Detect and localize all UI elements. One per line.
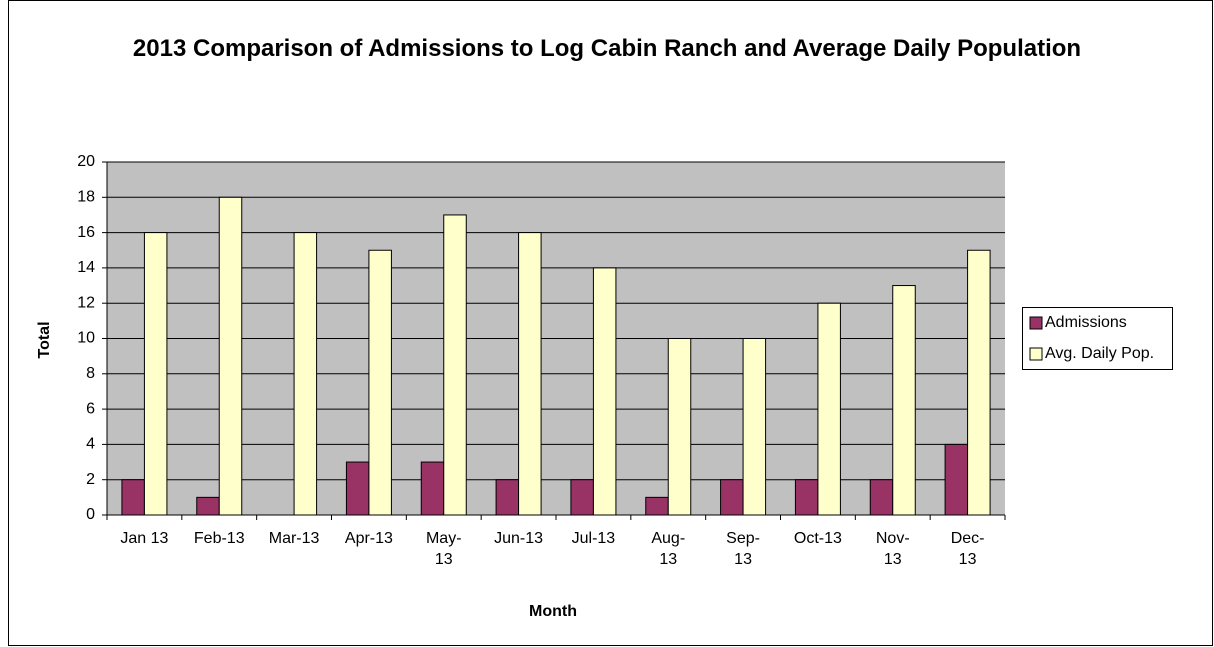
bar: [667, 338, 692, 516]
x-tick-label: Nov-13: [876, 530, 910, 568]
x-tick-label: Dec-13: [951, 530, 985, 568]
y-tick-label: 20: [77, 153, 95, 170]
x-tick-label: Jan 13: [120, 530, 168, 547]
bar: [293, 232, 318, 516]
bar: [345, 461, 370, 516]
x-tick-label: Apr-13: [345, 530, 393, 547]
bar: [720, 479, 744, 516]
bar: [817, 302, 841, 516]
bar: [196, 496, 220, 516]
y-axis-title: Total: [36, 321, 53, 358]
bar: [570, 479, 594, 516]
bar: [892, 285, 916, 516]
x-tick-label: Sep-13: [726, 530, 760, 568]
legend-swatch: [1029, 316, 1043, 330]
legend-label: Admissions: [1045, 314, 1127, 331]
bar: [794, 479, 819, 516]
bar: [443, 214, 467, 516]
y-tick-label: 14: [77, 259, 95, 276]
bar: [967, 249, 991, 516]
bar: [645, 496, 669, 516]
y-tick-label: 0: [86, 506, 95, 523]
y-tick-label: 2: [86, 471, 95, 488]
bar: [869, 479, 894, 516]
y-tick-label: 18: [77, 189, 95, 206]
x-tick-label: Oct-13: [794, 530, 842, 547]
bar: [121, 479, 145, 516]
legend-swatch: [1029, 347, 1043, 361]
bar: [518, 232, 542, 516]
bar: [143, 232, 168, 516]
legend-label: Avg. Daily Pop.: [1045, 345, 1154, 362]
bar: [420, 461, 445, 516]
legend-box: [1022, 307, 1173, 370]
y-tick-label: 4: [86, 436, 95, 453]
bar: [742, 338, 767, 516]
bar: [495, 479, 520, 516]
x-tick-label: Aug-13: [651, 530, 685, 568]
y-tick-label: 10: [77, 330, 95, 347]
bar: [368, 249, 392, 516]
bar: [592, 267, 617, 516]
bar: [218, 196, 243, 516]
y-tick-label: 12: [77, 294, 95, 311]
bar: [944, 443, 969, 516]
x-tick-label: Mar-13: [269, 530, 320, 547]
chart-title: 2013 Comparison of Admissions to Log Cab…: [132, 35, 1082, 62]
y-tick-label: 8: [86, 365, 95, 382]
y-tick-label: 16: [77, 224, 95, 241]
y-tick-label: 6: [86, 400, 95, 417]
x-axis-title: Month: [529, 603, 577, 620]
x-tick-label: May-13: [426, 530, 462, 568]
x-tick-label: Feb-13: [194, 530, 245, 547]
x-tick-label: Jun-13: [494, 530, 543, 547]
x-tick-label: Jul-13: [572, 530, 616, 547]
